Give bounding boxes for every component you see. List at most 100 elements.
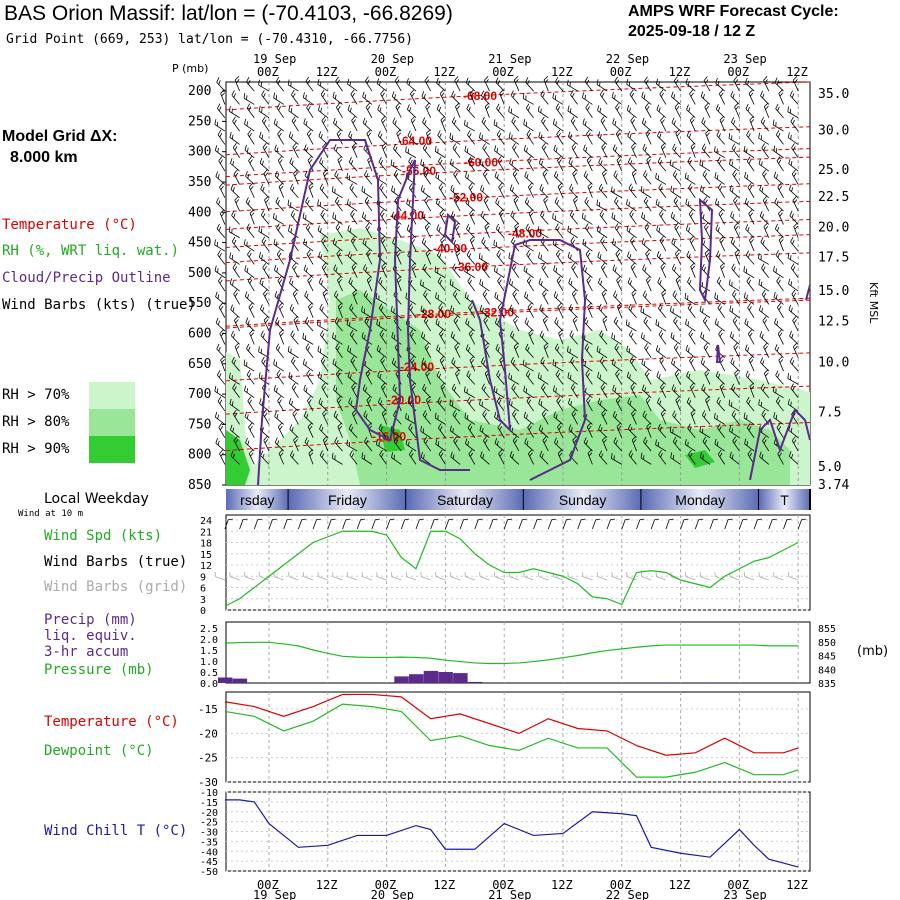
wind-barb-flag xyxy=(334,196,339,202)
wind-barb-flag xyxy=(690,332,694,338)
pressure-tick-label: 800 xyxy=(188,448,211,463)
wind-barb xyxy=(303,118,314,132)
wind-barb xyxy=(263,169,270,185)
wind-barb-flag xyxy=(717,200,720,206)
wind-barb-flag xyxy=(293,315,299,321)
wind-barb-shaft xyxy=(729,284,740,292)
wind-barb-flag xyxy=(230,304,233,310)
wind-barb-flag xyxy=(425,369,430,374)
wind-barb xyxy=(538,131,549,145)
wind-barb-flag xyxy=(279,305,283,310)
wind-barb-shaft xyxy=(596,84,608,92)
wind-barb-shaft xyxy=(542,320,549,332)
wind-barb-shaft xyxy=(303,243,314,252)
wind-barb-flag xyxy=(659,426,663,432)
wind-barb-flag xyxy=(218,276,222,282)
wind-barb xyxy=(493,265,505,279)
wind-barb-flag xyxy=(513,266,517,271)
wind-barb xyxy=(318,397,329,412)
wind-barb-true xyxy=(533,518,542,530)
wind-barb-shaft xyxy=(717,427,726,438)
wind-barb-flag xyxy=(525,343,529,349)
wind-barb-shaft xyxy=(332,337,343,345)
wind-barb-shaft xyxy=(246,107,255,118)
wind-barb-flag xyxy=(393,308,395,313)
wind-barb-flag xyxy=(217,440,220,446)
wind-barb-flag xyxy=(527,302,532,308)
wind-barb xyxy=(229,372,240,385)
wind-barb-flag xyxy=(641,238,645,244)
wind-barb-shaft xyxy=(685,83,696,92)
wind-barb-true-flag xyxy=(301,518,307,521)
wind-barb-flag xyxy=(558,279,562,284)
wind-barb-shaft xyxy=(274,269,284,279)
wind-barb xyxy=(600,382,608,398)
wind-barb-flag xyxy=(216,77,220,83)
wind-barb-flag xyxy=(644,267,647,272)
wind-barb xyxy=(274,411,284,425)
wind-barb-flag xyxy=(660,409,666,414)
wind-barb xyxy=(334,437,343,452)
wind-barb-flag xyxy=(248,373,252,378)
wind-barb-flag xyxy=(792,146,796,151)
wind-barb-flag xyxy=(793,292,797,297)
temperature-contour xyxy=(225,200,811,230)
wind-barb-flag xyxy=(290,374,293,380)
wind-barb-shaft xyxy=(451,121,461,132)
wind-barb xyxy=(728,279,740,292)
wind-barb-shaft xyxy=(499,359,505,372)
wind-barb-shaft xyxy=(655,203,667,212)
wind-barb-shaft xyxy=(346,324,358,332)
wind-barb-flag xyxy=(405,413,407,419)
wind-barb xyxy=(555,249,564,265)
wind-barb-shaft xyxy=(555,254,564,265)
wind-barb xyxy=(248,302,255,318)
wind-barb-flag xyxy=(629,89,634,95)
wind-barb-shaft xyxy=(541,413,549,425)
wind-barb-flag xyxy=(510,210,514,216)
wind-barb-flag xyxy=(671,358,674,364)
wind-barb-flag xyxy=(690,142,696,147)
wind-barb-grid-shaft xyxy=(465,576,475,581)
wind-barb-flag xyxy=(616,252,621,257)
wind-barb-flag xyxy=(376,345,380,351)
wind-barb-flag xyxy=(629,400,632,406)
wind-barb-flag xyxy=(540,134,543,140)
wind-barb xyxy=(480,451,490,465)
wind-barb-flag xyxy=(525,388,528,393)
wind-barb xyxy=(655,439,667,452)
wind-barb xyxy=(229,278,240,292)
wind-barb-shaft xyxy=(553,123,564,132)
wind-barb xyxy=(335,369,343,385)
wind-barb-flag xyxy=(763,412,766,418)
wind-barb xyxy=(436,344,446,359)
bottom-hour-label: 00Z xyxy=(257,878,279,892)
temperature-contour xyxy=(225,422,811,452)
wind-barb-shaft xyxy=(263,440,270,452)
wind-barb-flag xyxy=(423,169,428,175)
wind-barb-flag xyxy=(691,412,696,417)
wind-barb xyxy=(702,436,711,452)
wind-barb xyxy=(321,236,329,252)
wind-barb-flag xyxy=(662,145,666,150)
wind-barb xyxy=(258,226,270,239)
wind-barb-shaft xyxy=(513,346,520,358)
wind-barb-shaft xyxy=(616,426,623,438)
wind-barb-flag xyxy=(275,241,278,246)
wind-barb-shaft xyxy=(583,442,593,452)
wind-barb-flag xyxy=(557,252,561,258)
wind-barb-flag xyxy=(614,223,619,229)
wind-barb xyxy=(497,156,505,172)
wind-barb xyxy=(465,318,476,332)
wind-barb xyxy=(631,289,637,305)
wind-barb xyxy=(572,315,579,332)
wind-barb-flag xyxy=(791,143,795,149)
wind-speed-tick: 0 xyxy=(200,606,206,617)
wind-barb-flag xyxy=(337,372,341,377)
wind-barb-flag xyxy=(396,105,401,110)
wind-barb-flag xyxy=(793,172,797,177)
legend-wind-chill: Wind Chill T (°C) xyxy=(44,823,188,839)
wind-barb-flag xyxy=(616,372,620,377)
pressure-tick-label: 550 xyxy=(188,296,211,311)
wind-barb-grid-flag xyxy=(390,572,393,577)
